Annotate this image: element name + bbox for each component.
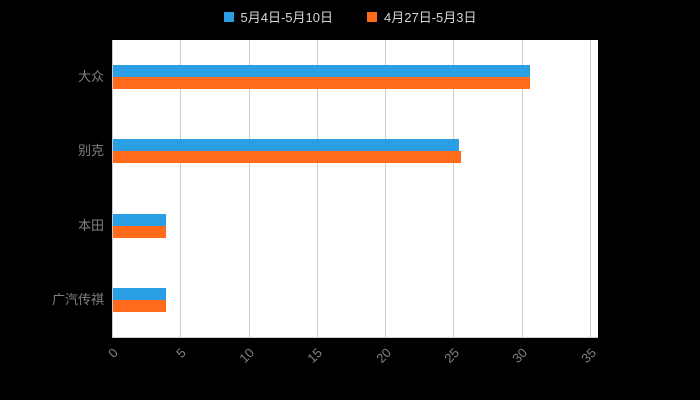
legend-marker-orange-icon	[367, 11, 377, 22]
category-label: 大众	[77, 69, 104, 85]
bar-series2-cat2	[113, 151, 462, 164]
x-tick-label: 30	[509, 345, 531, 366]
gridline	[248, 40, 250, 337]
gridline	[112, 40, 113, 337]
gridline	[521, 40, 523, 337]
x-tick-label: 15	[304, 345, 326, 366]
gridline	[453, 40, 455, 337]
bar-series2-cat3	[113, 225, 167, 238]
category-label: 别克	[77, 143, 104, 159]
legend-label-week-previous: 4月27日-5月3日	[384, 10, 477, 25]
x-tick-label: 10	[236, 345, 258, 366]
gridline	[316, 40, 318, 337]
gridline	[590, 40, 591, 337]
x-tick-label: 25	[441, 345, 463, 366]
bar-series2-cat4	[113, 299, 167, 312]
x-tick-label: 5	[173, 345, 189, 361]
bar-series1-cat1	[113, 65, 530, 78]
legend-item-week-current[interactable]: 5月4日-5月10日	[223, 7, 333, 26]
x-tick-label: 20	[372, 345, 394, 366]
bar-series2-cat1	[113, 77, 530, 90]
gridline	[180, 40, 182, 337]
category-label: 广汽传祺	[51, 291, 104, 307]
legend-marker-blue-icon	[223, 11, 234, 22]
x-tick-label: 0	[104, 345, 121, 361]
plot-area	[112, 40, 598, 337]
legend-item-week-previous[interactable]: 4月27日-5月3日	[367, 7, 476, 26]
gridline	[385, 40, 387, 337]
bar-series1-cat2	[113, 139, 459, 152]
bar-series1-cat4	[113, 287, 167, 300]
legend: 5月4日-5月10日 4月27日-5月3日	[0, 7, 700, 26]
bar-series1-cat3	[113, 213, 167, 226]
x-axis-line	[112, 337, 598, 338]
category-label: 本田	[77, 217, 104, 233]
legend-label-week-current: 5月4日-5月10日	[240, 10, 333, 25]
x-tick-label: 35	[577, 345, 599, 366]
